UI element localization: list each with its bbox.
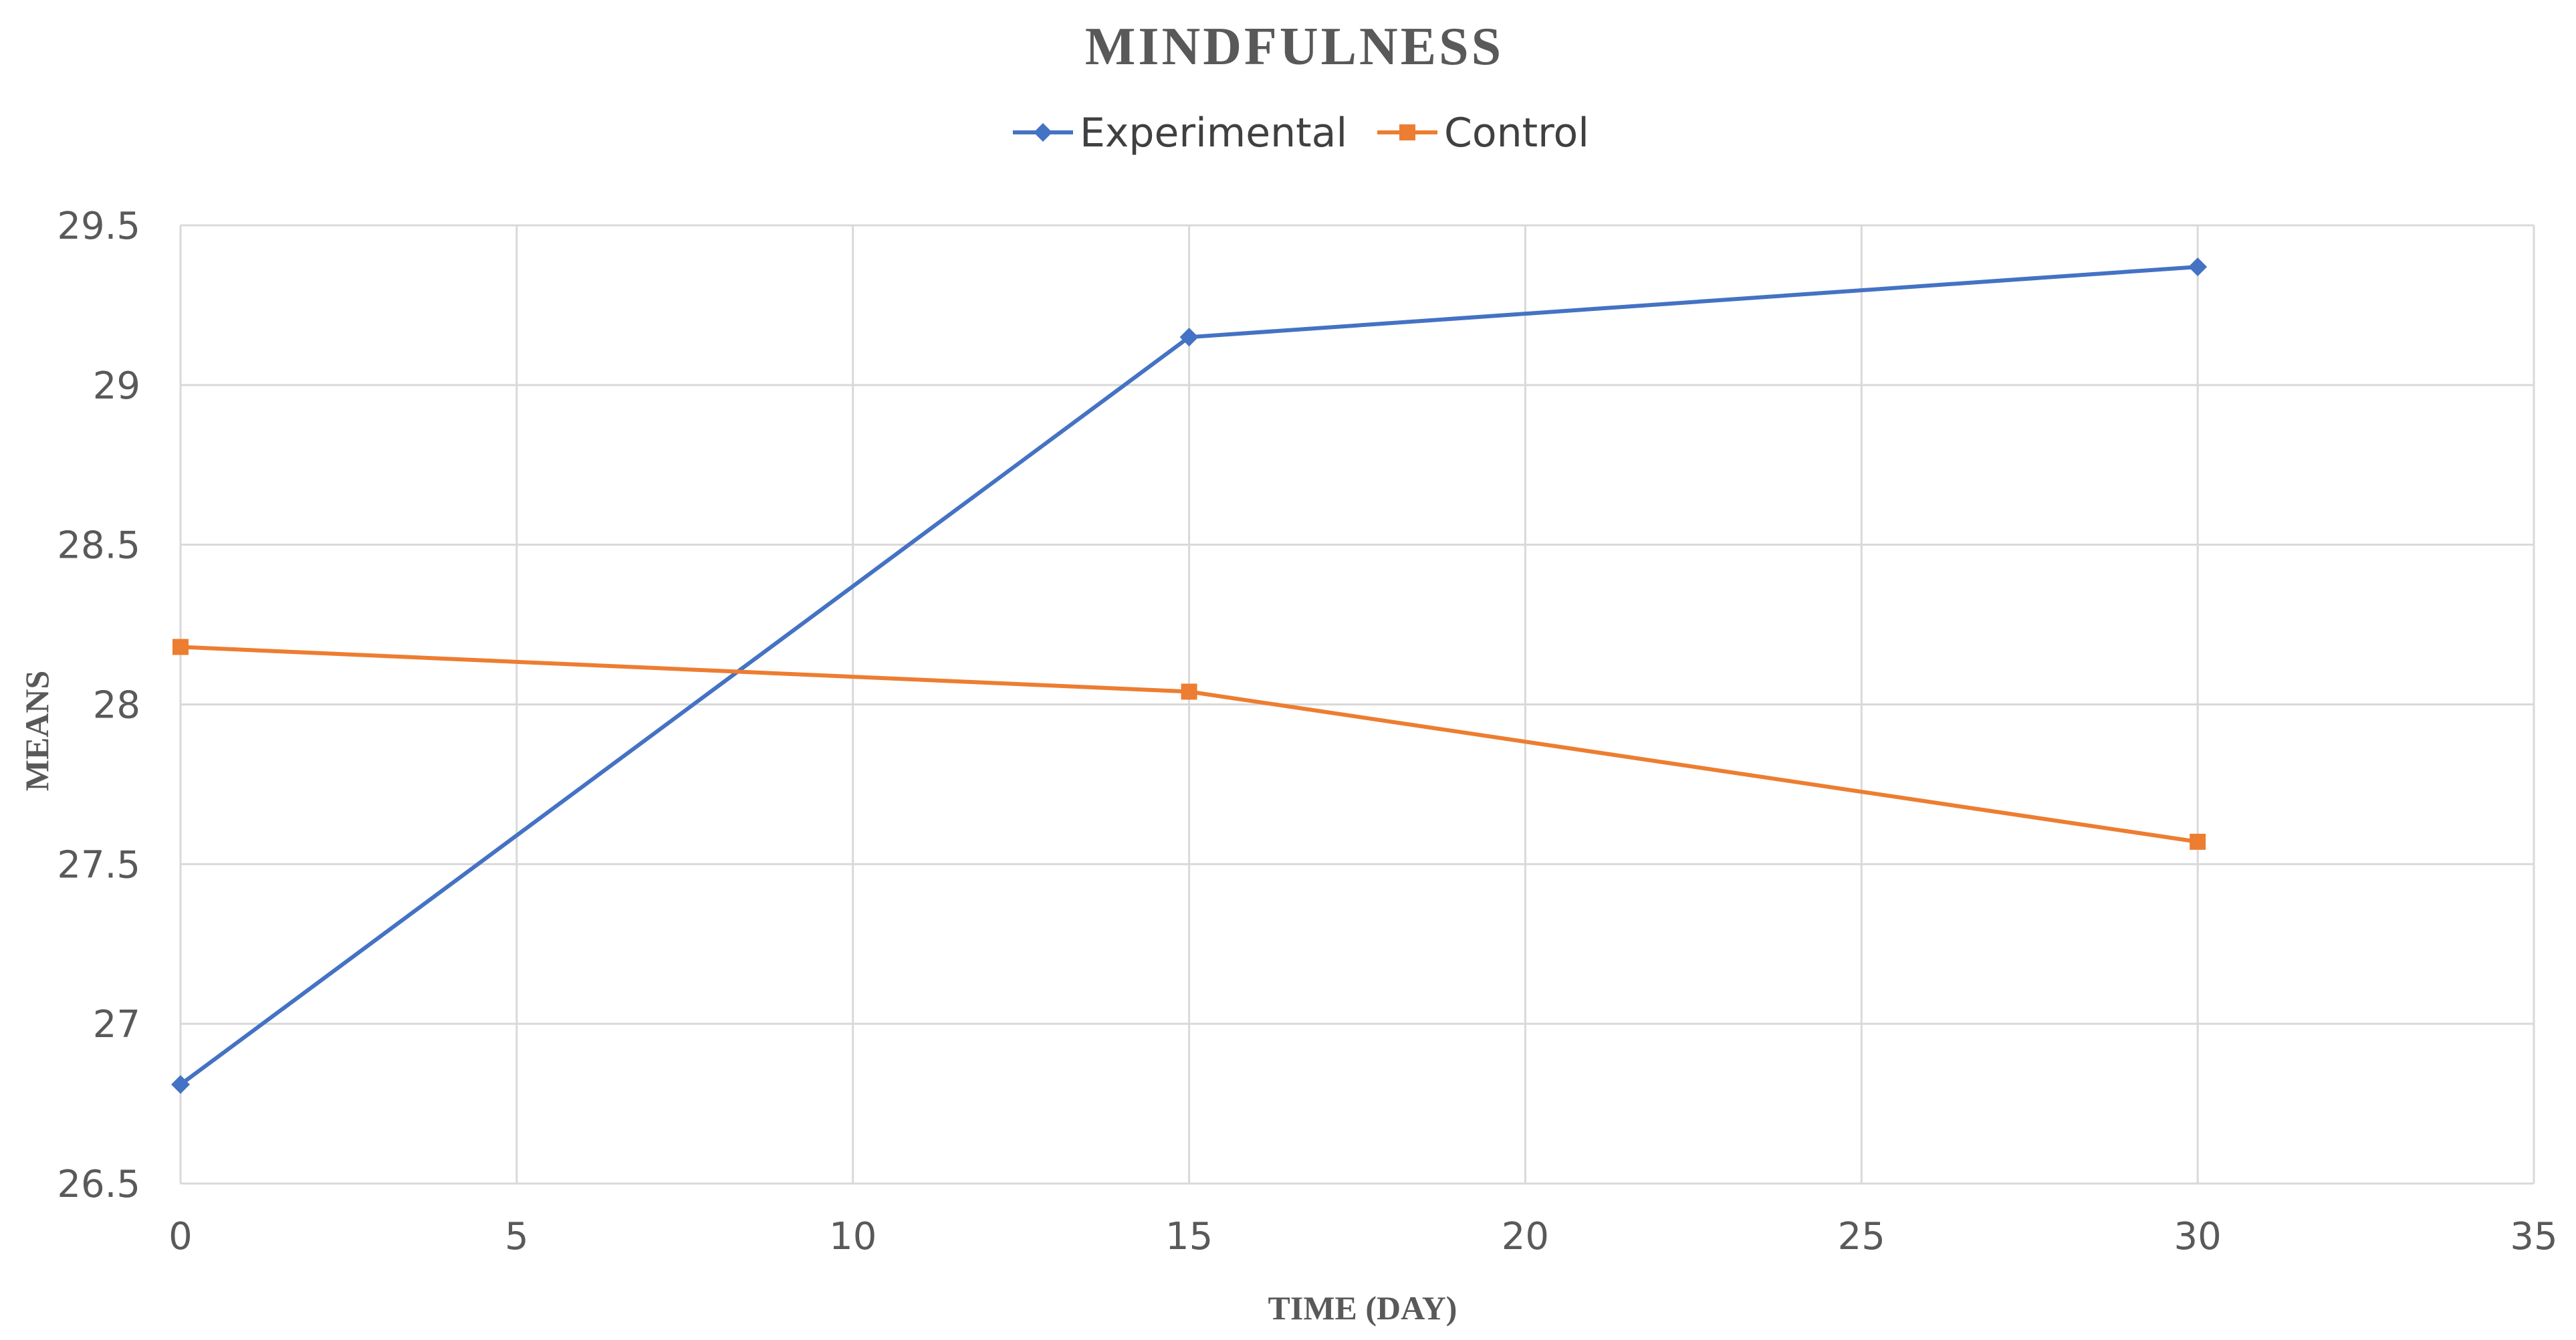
- y-tick-label: 28.5: [57, 524, 140, 568]
- data-point: [2190, 833, 2206, 850]
- data-point: [172, 639, 189, 655]
- x-tick-label: 30: [2174, 1215, 2222, 1258]
- x-axis-title: TIME (DAY): [1268, 1289, 1457, 1327]
- x-tick-labels: 0 5 10 15 20 25 30 35: [168, 1215, 2557, 1258]
- y-tick-label: 26.5: [57, 1163, 140, 1206]
- x-tick-label: 0: [168, 1215, 193, 1258]
- data-point: [1181, 683, 1197, 700]
- y-tick-label: 28: [93, 684, 140, 728]
- legend-item: Control: [1377, 110, 1589, 156]
- data-point: [171, 1075, 190, 1094]
- legend-label: Control: [1444, 110, 1589, 156]
- x-tick-label: 25: [1838, 1215, 1885, 1258]
- legend-marker: [1034, 123, 1052, 142]
- legend: Experimental Control: [1013, 110, 1589, 156]
- data-point: [2188, 257, 2208, 277]
- y-tick-label: 29: [93, 364, 140, 408]
- legend-label: Experimental: [1080, 110, 1347, 156]
- x-tick-label: 5: [505, 1215, 529, 1258]
- series-layer: [171, 257, 2208, 1094]
- y-tick-label: 29.5: [57, 205, 140, 248]
- grid: [179, 224, 2535, 1185]
- y-tick-label: 27.5: [57, 843, 140, 887]
- series-control: [172, 639, 2206, 850]
- data-point: [1179, 328, 1199, 347]
- y-tick-label: 27: [93, 1003, 140, 1046]
- y-axis-title: MEANS: [18, 671, 55, 792]
- series-experimental: [171, 257, 2208, 1094]
- legend-item: Experimental: [1013, 110, 1347, 156]
- x-tick-label: 35: [2510, 1215, 2557, 1258]
- y-tick-labels: 26.5 27 27.5 28 28.5 29 29.5: [57, 205, 140, 1206]
- x-tick-label: 15: [1165, 1215, 1213, 1258]
- legend-marker: [1399, 124, 1415, 140]
- chart-title: MINDFULNESS: [1085, 17, 1504, 76]
- x-tick-label: 20: [1502, 1215, 1549, 1258]
- x-tick-label: 10: [829, 1215, 876, 1258]
